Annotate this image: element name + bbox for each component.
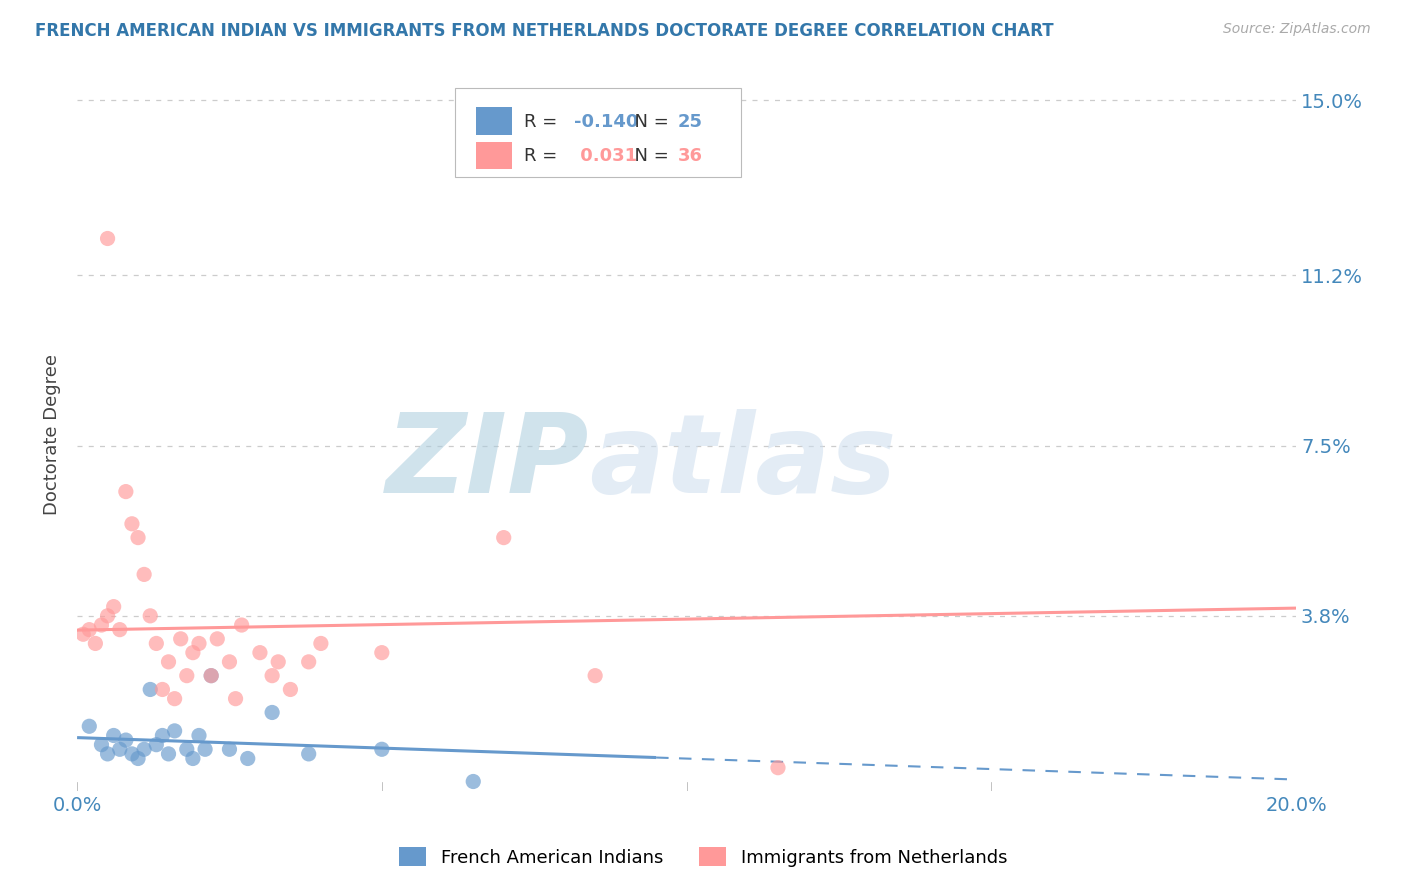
Text: atlas: atlas: [589, 409, 897, 516]
Point: [225, 691, 247, 706]
Text: 0.031: 0.031: [575, 147, 637, 165]
Point: [170, 632, 193, 646]
Text: 36: 36: [678, 147, 703, 165]
Text: N =: N =: [623, 112, 675, 130]
Point: [371, 742, 394, 756]
FancyBboxPatch shape: [456, 88, 741, 178]
Point: [127, 531, 149, 545]
Point: [262, 668, 284, 682]
Point: [145, 636, 167, 650]
Text: N =: N =: [623, 147, 675, 165]
FancyBboxPatch shape: [475, 107, 512, 135]
Point: [115, 733, 138, 747]
Point: [145, 738, 167, 752]
Point: [152, 729, 174, 743]
Point: [207, 632, 229, 646]
Point: [139, 682, 162, 697]
Point: [176, 742, 198, 756]
Text: R =: R =: [524, 112, 564, 130]
Text: 25: 25: [678, 112, 703, 130]
Point: [115, 484, 138, 499]
Point: [72, 627, 94, 641]
Point: [181, 646, 204, 660]
Point: [194, 742, 217, 756]
Point: [218, 742, 240, 756]
Point: [134, 567, 156, 582]
Point: [134, 742, 156, 756]
Point: [249, 646, 271, 660]
Point: [188, 729, 211, 743]
Point: [492, 531, 515, 545]
Point: [181, 751, 204, 765]
Point: [309, 636, 332, 650]
Point: [97, 608, 120, 623]
Point: [90, 618, 112, 632]
Legend: French American Indians, Immigrants from Netherlands: French American Indians, Immigrants from…: [392, 840, 1014, 874]
Point: [200, 668, 222, 682]
Text: FRENCH AMERICAN INDIAN VS IMMIGRANTS FROM NETHERLANDS DOCTORATE DEGREE CORRELATI: FRENCH AMERICAN INDIAN VS IMMIGRANTS FRO…: [35, 22, 1053, 40]
Point: [218, 655, 240, 669]
Point: [262, 706, 284, 720]
Y-axis label: Doctorate Degree: Doctorate Degree: [44, 353, 60, 515]
Point: [127, 751, 149, 765]
Point: [267, 655, 290, 669]
Point: [200, 668, 222, 682]
Point: [298, 747, 321, 761]
Point: [163, 723, 186, 738]
Point: [90, 738, 112, 752]
Point: [463, 774, 485, 789]
Point: [121, 747, 143, 761]
Point: [79, 623, 101, 637]
Point: [152, 682, 174, 697]
Point: [188, 636, 211, 650]
Text: Source: ZipAtlas.com: Source: ZipAtlas.com: [1223, 22, 1371, 37]
Point: [157, 747, 180, 761]
Point: [97, 747, 120, 761]
Point: [157, 655, 180, 669]
Point: [79, 719, 101, 733]
Point: [371, 646, 394, 660]
Text: R =: R =: [524, 147, 564, 165]
Point: [108, 742, 131, 756]
FancyBboxPatch shape: [475, 142, 512, 169]
Point: [84, 636, 107, 650]
Point: [231, 618, 253, 632]
Point: [280, 682, 302, 697]
Point: [108, 623, 131, 637]
Point: [298, 655, 321, 669]
Point: [97, 231, 120, 245]
Point: [236, 751, 259, 765]
Text: -0.140: -0.140: [575, 112, 638, 130]
Point: [766, 761, 789, 775]
Point: [121, 516, 143, 531]
Text: ZIP: ZIP: [385, 409, 589, 516]
Point: [176, 668, 198, 682]
Point: [139, 608, 162, 623]
Point: [103, 729, 125, 743]
Point: [103, 599, 125, 614]
Point: [583, 668, 606, 682]
Point: [163, 691, 186, 706]
